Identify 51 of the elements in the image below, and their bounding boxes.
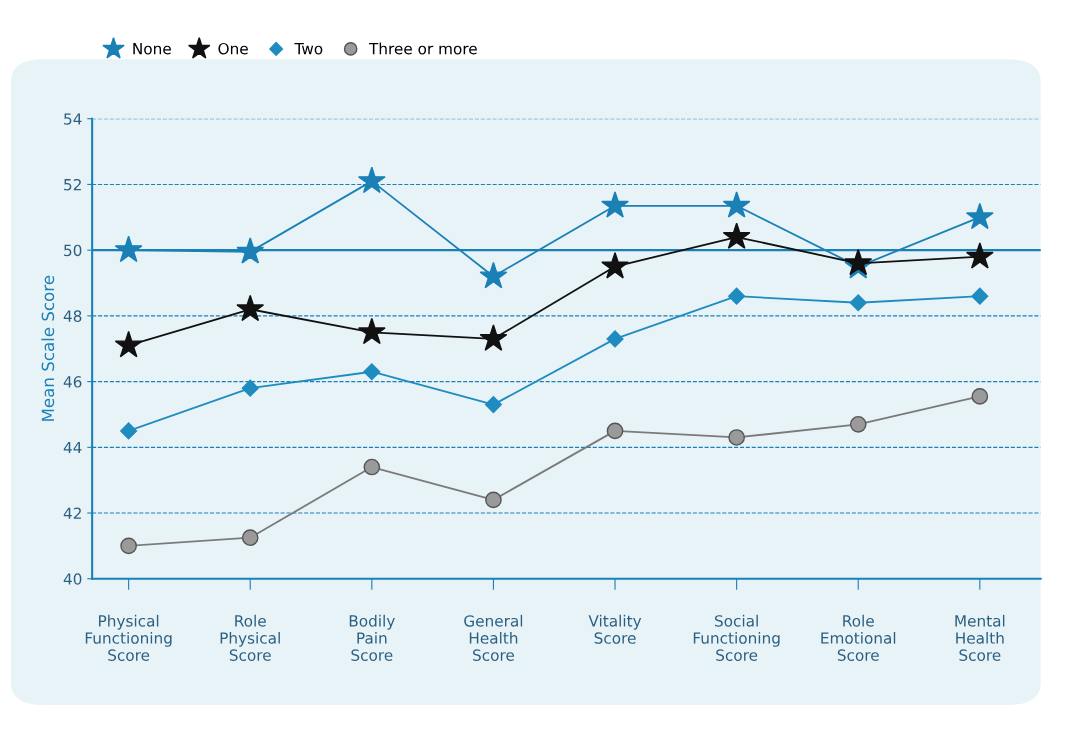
- legend-label: Two: [294, 43, 323, 55]
- point: [606, 422, 624, 440]
- legend-label: Three or more: [368, 42, 477, 55]
- point: [236, 237, 265, 264]
- point: [363, 363, 381, 381]
- y-tick-label: 46: [63, 376, 82, 388]
- y-tick-label: 52: [64, 178, 81, 191]
- point: [241, 529, 259, 547]
- point: [971, 287, 989, 305]
- x-tick-label: Mental Health Score: [955, 614, 1005, 661]
- point: [601, 252, 629, 279]
- y-tick-label: 44: [63, 441, 82, 454]
- point: [965, 242, 994, 269]
- point: [485, 491, 502, 509]
- point: [601, 191, 629, 218]
- point: [114, 330, 143, 358]
- point: [971, 388, 989, 405]
- y-tick-label: 54: [64, 113, 82, 125]
- point: [849, 294, 867, 312]
- x-tick-label: Physical Functioning Score: [85, 614, 172, 661]
- x-tick-label: General Health Score: [464, 614, 523, 661]
- y-tick-label: 42: [63, 507, 81, 519]
- x-tick-label: Role Physical Score: [220, 614, 280, 661]
- point: [241, 379, 259, 397]
- legend-label: None: [133, 43, 171, 55]
- point: [606, 330, 624, 348]
- point: [479, 261, 508, 289]
- x-tick-label: Vitality Score: [588, 614, 642, 644]
- point: [722, 191, 751, 218]
- x-tick-label: Role Emotional Score: [821, 614, 896, 661]
- point: [849, 415, 867, 433]
- point: [722, 222, 751, 249]
- y-tick-label: 48: [63, 310, 82, 322]
- y-tick-label: 40: [63, 573, 82, 585]
- point: [236, 294, 265, 322]
- point: [965, 202, 994, 230]
- point: [363, 458, 381, 476]
- point: [120, 422, 138, 440]
- point: [114, 235, 143, 263]
- y-tick-label: 50: [64, 244, 82, 257]
- point: [728, 287, 746, 305]
- point: [357, 166, 386, 194]
- legend-label: One: [218, 42, 248, 55]
- y-axis-title: Mean Scale Score: [41, 275, 55, 421]
- point: [484, 396, 502, 414]
- point: [728, 429, 745, 446]
- x-tick-label: Social Functioning Score: [693, 614, 780, 661]
- x-tick-label: Bodily Pain Score: [349, 614, 395, 661]
- point: [357, 317, 386, 345]
- point: [120, 537, 137, 555]
- point: [479, 324, 508, 351]
